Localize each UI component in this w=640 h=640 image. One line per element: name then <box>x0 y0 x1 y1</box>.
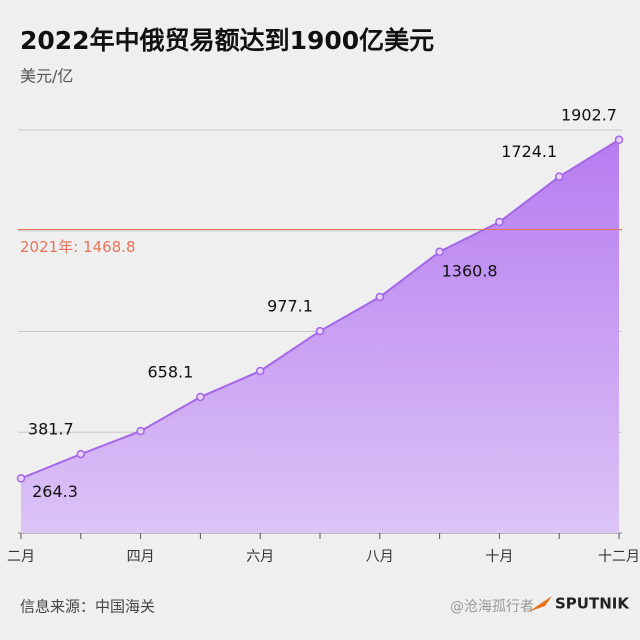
value-label: 658.1 <box>147 362 193 381</box>
logo: SPUTNIK <box>555 595 630 613</box>
point <box>315 326 325 336</box>
point <box>255 366 265 376</box>
value-label: 1902.7 <box>561 105 617 124</box>
chart-title: 2022年中俄贸易额达到1900亿美元 <box>20 26 434 55</box>
point <box>196 392 205 402</box>
y-axis-label: 美元/亿 <box>20 67 73 86</box>
x-tick-label: 二月 <box>7 549 35 565</box>
watermark: @沧海孤行者 <box>450 598 534 615</box>
area <box>21 139 619 533</box>
point <box>495 217 504 227</box>
x-tick-label: 十二月 <box>598 549 640 565</box>
value-label: 1724.1 <box>501 142 557 161</box>
point <box>554 172 564 181</box>
value-label: 1360.8 <box>442 261 498 280</box>
x-tick-label: 四月 <box>127 549 155 565</box>
x-tick-label: 八月 <box>366 549 394 565</box>
point <box>614 135 624 145</box>
source: 信息来源：中国海关 <box>20 598 155 616</box>
point <box>136 426 145 436</box>
x-tick-label: 十月 <box>485 549 513 565</box>
point <box>435 247 444 257</box>
reference-label: 2021年: 1468.8 <box>20 238 135 256</box>
logo-icon <box>528 596 552 612</box>
point <box>16 474 26 483</box>
point <box>375 292 385 302</box>
value-label: 381.7 <box>28 420 74 439</box>
value-label: 977.1 <box>267 297 313 316</box>
point <box>76 449 86 459</box>
value-label: 264.3 <box>32 482 78 501</box>
x-tick-label: 六月 <box>246 549 274 565</box>
